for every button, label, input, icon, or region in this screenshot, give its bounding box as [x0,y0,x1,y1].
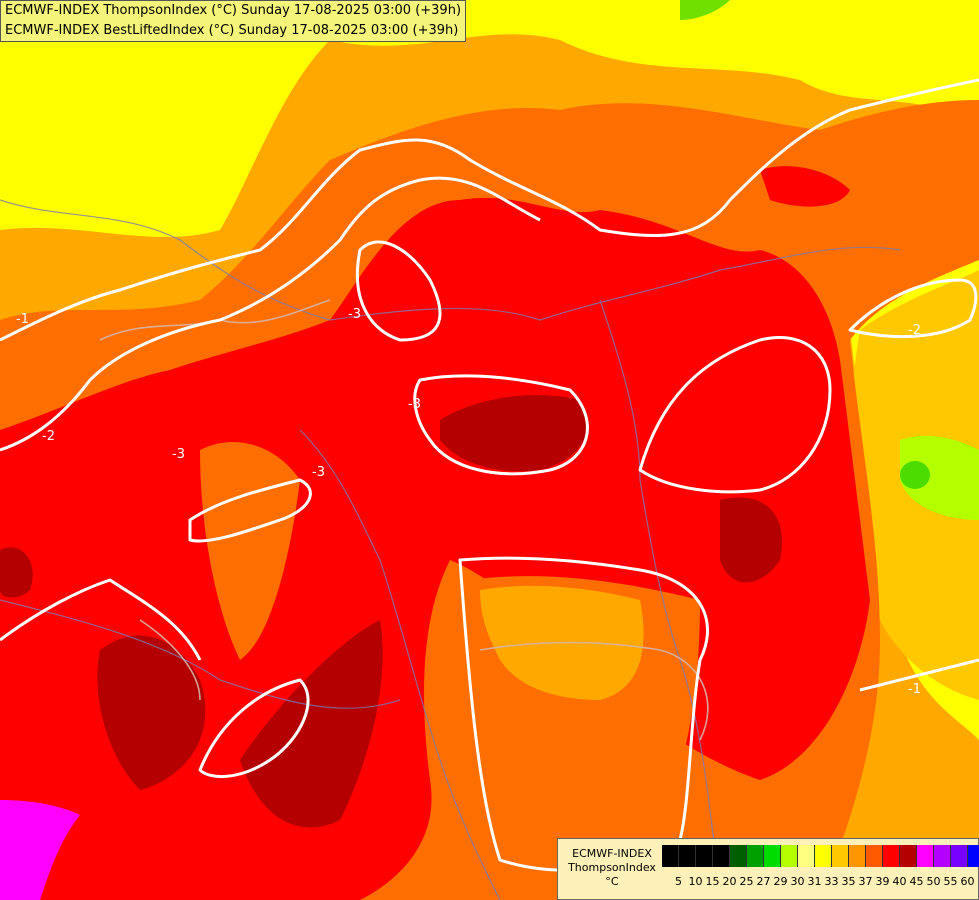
color-legend: ECMWF-INDEX ThompsonIndex °C 5 10 15 20 25 27… [557,838,979,900]
legend-tick-label: 60 [960,875,975,888]
contour-label: -3 [312,465,325,480]
contour-minus3-west [188,478,312,543]
legend-tick-label: 10 [688,875,703,888]
legend-tick-label: 35 [841,875,856,888]
legend-tick-label: 29 [773,875,788,888]
legend-ticks: 5 10 15 20 25 27 29 30 31 33 35 37 39 40 45 50 55 60 [670,875,976,888]
contour-minus2-west [0,176,541,452]
legend-swatch [951,845,968,867]
contour-label: -2 [908,323,921,338]
legend-tick-label: 33 [824,875,839,888]
contour-minus2-south [458,556,709,872]
legend-tick-label: 15 [705,875,720,888]
zone-magenta-sw [0,800,80,900]
legend-swatch [968,845,979,867]
legend-tick-label: 50 [926,875,941,888]
legend-tick-label: 31 [807,875,822,888]
legend-swatch [815,845,832,867]
legend-model: ECMWF-INDEX [572,847,652,860]
legend-tick-label: 30 [790,875,805,888]
contour-minus3-nw [355,240,442,342]
contour-label: -3 [408,397,421,412]
contour-minus2-east [638,335,832,494]
contour-label-group: -1 -2 -3 -3 -3 -3 -2 -1 [16,307,921,697]
zone-green-core [900,461,930,489]
contour-minus3-sw [198,678,310,779]
legend-swatches [662,845,979,867]
zone-red-ne [760,166,850,207]
contour-minus1-north [0,78,979,342]
contour-label: -1 [908,682,921,697]
zone-darkred-west [0,547,33,598]
contour-label: -2 [42,429,55,444]
map-title: ECMWF-INDEX ThompsonIndex (°C) Sunday 17… [0,0,467,42]
legend-swatch [764,845,781,867]
legend-tick-label: 25 [739,875,754,888]
contour-label: -3 [172,447,185,462]
legend-unit: °C [605,875,619,888]
legend-tick-label: 55 [943,875,958,888]
legend-tick-label: 39 [875,875,890,888]
legend-tick-label: 40 [892,875,907,888]
legend-tick-label: 45 [909,875,924,888]
legend-swatch [713,845,730,867]
contour-minus1-se [859,658,979,692]
legend-tick-label: 27 [756,875,771,888]
legend-swatch [747,845,764,867]
legend-swatch [900,845,917,867]
title-line-thompson: ECMWF-INDEX ThompsonIndex (°C) Sunday 17… [5,3,462,18]
legend-swatch [866,845,883,867]
legend-swatch [832,845,849,867]
contour-label: -3 [348,307,361,322]
contour-minus1-sw [0,578,202,661]
legend-swatch [883,845,900,867]
legend-swatch [730,845,747,867]
title-line-bestlifted: ECMWF-INDEX BestLiftedIndex (°C) Sunday … [5,23,459,38]
legend-label: ECMWF-INDEX ThompsonIndex °C [564,847,660,889]
zone-darkred-east [720,497,782,583]
legend-swatch [917,845,934,867]
legend-tick-label: 5 [675,875,682,888]
zone-green-east [900,435,979,520]
legend-swatch [849,845,866,867]
zone-red [0,197,870,900]
zone-darkred-sw [97,635,206,790]
legend-swatch [696,845,713,867]
zone-darkred-s [240,620,383,828]
legend-swatch [798,845,815,867]
legend-swatch [781,845,798,867]
zone-yellow-north [0,0,979,238]
legend-swatch [662,845,679,867]
zone-orange-west [200,441,300,660]
lifted-index-contours [0,78,979,872]
legend-swatch [934,845,951,867]
contour-label: -1 [16,312,29,327]
legend-index: ThompsonIndex [568,861,656,874]
legend-tick-label: 20 [722,875,737,888]
legend-swatch [679,845,696,867]
zone-green-north [680,0,730,20]
contour-minus3-center [413,374,589,476]
contour-minus2-ne [848,278,978,339]
legend-tick-label: 37 [858,875,873,888]
zone-darkred-center [440,395,588,472]
